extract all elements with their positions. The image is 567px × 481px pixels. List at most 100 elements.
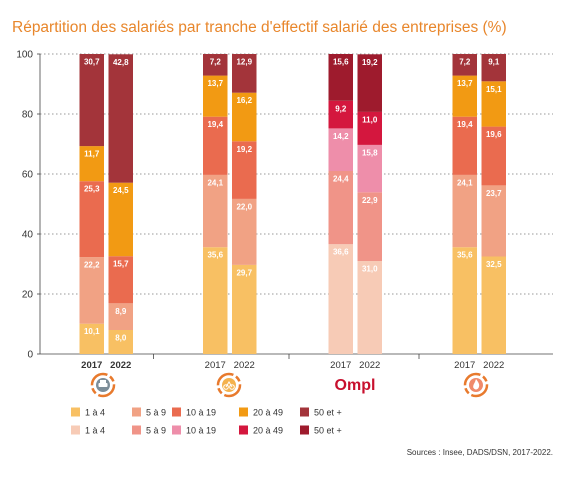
- ompl-logo: Ompl: [335, 377, 376, 394]
- legend-swatch: [300, 407, 309, 417]
- legend-swatch: [71, 407, 80, 417]
- legend-swatch: [132, 425, 141, 435]
- segment-label: 13,7: [207, 79, 223, 88]
- bar-segment: [203, 75, 228, 117]
- legend-swatch: [172, 407, 181, 417]
- bar-segment: [357, 192, 382, 261]
- segment-label: 35,6: [207, 251, 223, 260]
- legend-swatch: [239, 407, 248, 417]
- segment-label: 14,2: [333, 132, 349, 141]
- segment-label: 7,2: [459, 58, 471, 67]
- bar-segment: [452, 75, 477, 117]
- bar-segment: [328, 54, 353, 101]
- x-tick-label: 2017: [205, 360, 226, 371]
- bar-segment: [328, 128, 353, 171]
- legend-label: 5 à 9: [146, 408, 166, 418]
- bar-segment: [357, 144, 382, 193]
- bar-segment: [357, 111, 382, 145]
- legend-swatch: [300, 425, 309, 435]
- car-repair-icon: [90, 372, 116, 398]
- bar-segment: [108, 182, 133, 257]
- segment-label: 8,0: [115, 334, 127, 343]
- segment-label: 23,7: [486, 189, 502, 198]
- legend-label: 5 à 9: [146, 426, 166, 436]
- bar-segment: [481, 81, 506, 127]
- x-tick-label: 2022: [234, 360, 255, 371]
- segment-label: 9,1: [488, 58, 500, 67]
- x-tick-label: 2022: [110, 360, 131, 371]
- legend-swatch: [132, 407, 141, 417]
- bar-segment: [203, 54, 228, 76]
- bar-segment: [452, 247, 477, 354]
- segment-label: 11,0: [362, 115, 378, 124]
- group-icons: Ompl: [90, 372, 489, 398]
- segment-label: 19,6: [486, 130, 502, 139]
- segment-label: 29,7: [236, 268, 252, 277]
- bar-segment: [481, 54, 506, 82]
- segment-label: 8,9: [115, 307, 127, 316]
- bar-segment: [108, 303, 133, 330]
- legend-label: 50 et +: [314, 426, 342, 436]
- segment-label: 22,9: [362, 196, 378, 205]
- bar-segment: [232, 54, 257, 93]
- legend-label: 20 à 49: [253, 426, 283, 436]
- legend-label: 50 et +: [314, 408, 342, 418]
- x-tick-label: 2022: [359, 360, 380, 371]
- bar-segment: [232, 264, 257, 354]
- segment-label: 42,8: [113, 58, 129, 67]
- segment-label: 12,9: [236, 58, 252, 67]
- segment-label: 19,4: [457, 120, 473, 129]
- bar-segment: [203, 174, 228, 248]
- legend-label: 10 à 19: [186, 408, 216, 418]
- bicycle-icon: [216, 372, 242, 398]
- segment-label: 15,7: [113, 260, 129, 269]
- legend-swatch: [172, 425, 181, 435]
- bar-segment: [79, 257, 104, 324]
- segment-label: 15,1: [486, 85, 502, 94]
- y-tick-label: 40: [22, 230, 34, 241]
- bar-segment: [357, 261, 382, 354]
- legend-label: 1 à 4: [85, 426, 105, 436]
- segment-label: 24,1: [457, 178, 473, 187]
- segment-label: 30,7: [84, 58, 100, 67]
- segment-label: 25,3: [84, 185, 100, 194]
- segment-label: 24,4: [333, 175, 349, 184]
- bar-segment: [481, 126, 506, 186]
- segment-label: 22,2: [84, 261, 100, 270]
- bar-segment: [232, 92, 257, 142]
- y-tick-label: 20: [22, 290, 34, 301]
- legend-label: 10 à 19: [186, 426, 216, 436]
- bar-segment: [203, 116, 228, 175]
- segment-label: 9,2: [335, 104, 347, 113]
- bar-segment: [328, 100, 353, 129]
- bar-segment: [108, 330, 133, 354]
- y-tick-label: 100: [16, 50, 33, 61]
- ompl-logo-text: Ompl: [335, 377, 376, 394]
- segment-label: 15,6: [333, 58, 349, 67]
- segment-label: 32,5: [486, 260, 502, 269]
- bar-segment: [232, 198, 257, 265]
- bar-segment: [452, 174, 477, 248]
- bar-segment: [79, 146, 104, 182]
- bar-segment: [481, 256, 506, 354]
- bar-segment: [328, 244, 353, 354]
- x-tick-label: 2017: [330, 360, 351, 371]
- y-tick-label: 60: [22, 170, 34, 181]
- x-tick-label: 2017: [454, 360, 475, 371]
- y-tick-label: 0: [27, 350, 33, 361]
- bar-segment: [357, 54, 382, 112]
- bar-segment: [328, 171, 353, 245]
- bar-segment: [79, 181, 104, 258]
- bar-segment: [108, 256, 133, 304]
- x-tick-label: 2022: [483, 360, 504, 371]
- segment-label: 19,4: [207, 120, 223, 129]
- segment-label: 24,5: [113, 186, 129, 195]
- y-tick-label: 80: [22, 110, 34, 121]
- legend-label: 20 à 49: [253, 408, 283, 418]
- bar-segment: [79, 54, 104, 147]
- segment-label: 24,1: [207, 178, 223, 187]
- segment-label: 36,6: [333, 248, 349, 257]
- segment-label: 11,7: [84, 150, 100, 159]
- segment-label: 31,0: [362, 265, 378, 274]
